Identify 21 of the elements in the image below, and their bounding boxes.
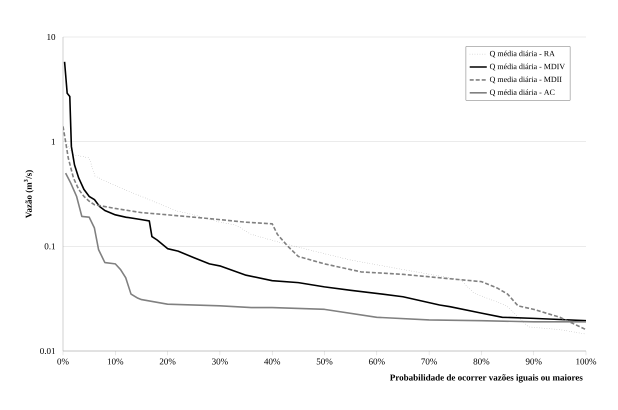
x-tick-label: 20% <box>160 358 176 365</box>
x-tick-label: 90% <box>526 358 542 365</box>
y-axis-title: Vazão (m$^{3}$/s) <box>24 170 34 218</box>
x-tick-label: 80% <box>474 358 490 365</box>
x-tick-label: 0% <box>57 358 69 365</box>
x-tick-label: 50% <box>316 358 332 365</box>
y-tick-label: 10 <box>47 34 56 40</box>
legend-label: Q média diária - AC <box>490 89 554 96</box>
x-tick-label: 60% <box>368 358 385 365</box>
x-tick-label: 100% <box>576 358 596 365</box>
y-tick-label: 0.01 <box>40 348 55 354</box>
x-tick-label: 30% <box>212 358 228 365</box>
y-tick-label: 1 <box>52 138 55 145</box>
x-tick-label: 10% <box>108 358 124 365</box>
x-tick-label: 40% <box>264 358 280 365</box>
y-tick-label: 0.1 <box>44 243 55 250</box>
x-tick-label: 70% <box>421 358 438 365</box>
legend-label: Q media diária - MDII <box>490 76 562 84</box>
x-axis-title: Probabilidade de ocorrer vazões iguais ou maiores <box>390 374 583 382</box>
legend-label: Q média diária - MDIV <box>490 64 566 70</box>
legend-label: Q média diária - RA <box>490 50 555 58</box>
